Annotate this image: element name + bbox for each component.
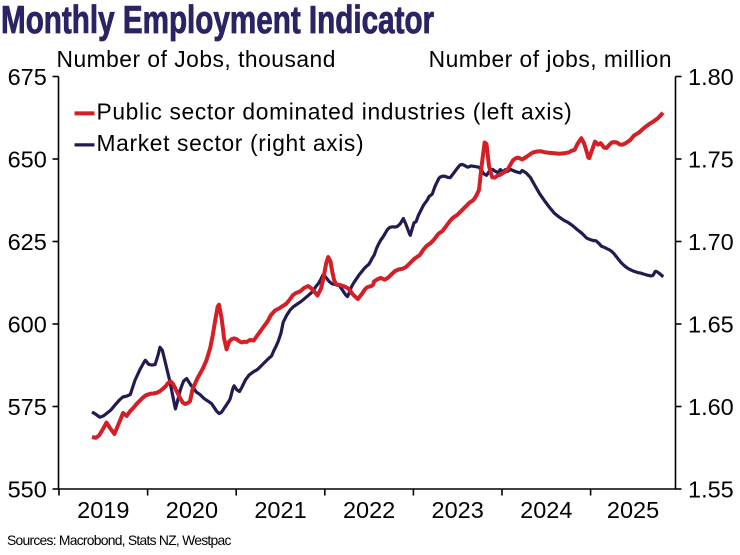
svg-text:2020: 2020 xyxy=(166,497,218,523)
svg-text:625: 625 xyxy=(8,229,47,255)
svg-text:675: 675 xyxy=(8,64,47,90)
svg-text:2019: 2019 xyxy=(77,497,129,523)
svg-text:575: 575 xyxy=(8,394,47,420)
svg-text:1.70: 1.70 xyxy=(688,229,734,255)
svg-text:650: 650 xyxy=(8,146,47,172)
svg-text:2024: 2024 xyxy=(520,497,572,523)
svg-text:550: 550 xyxy=(8,476,47,502)
svg-text:Market sector (right axis): Market sector (right axis) xyxy=(97,130,365,156)
svg-text:1.60: 1.60 xyxy=(688,394,734,420)
svg-text:Number of Jobs, thousand: Number of Jobs, thousand xyxy=(57,46,336,72)
svg-text:2022: 2022 xyxy=(343,497,395,523)
svg-text:1.75: 1.75 xyxy=(688,146,734,172)
svg-text:2021: 2021 xyxy=(254,497,306,523)
svg-text:Number of jobs, million: Number of jobs, million xyxy=(429,46,672,72)
svg-text:2023: 2023 xyxy=(432,497,484,523)
svg-text:1.65: 1.65 xyxy=(688,311,734,337)
svg-text:Sources: Macrobond, Stats NZ,: Sources: Macrobond, Stats NZ, Westpac xyxy=(7,532,231,548)
svg-text:600: 600 xyxy=(8,311,47,337)
svg-text:1.55: 1.55 xyxy=(688,476,734,502)
svg-text:Public sector dominated indust: Public sector dominated industries (left… xyxy=(97,99,573,125)
svg-text:1.80: 1.80 xyxy=(688,64,734,90)
svg-text:2025: 2025 xyxy=(607,497,659,523)
